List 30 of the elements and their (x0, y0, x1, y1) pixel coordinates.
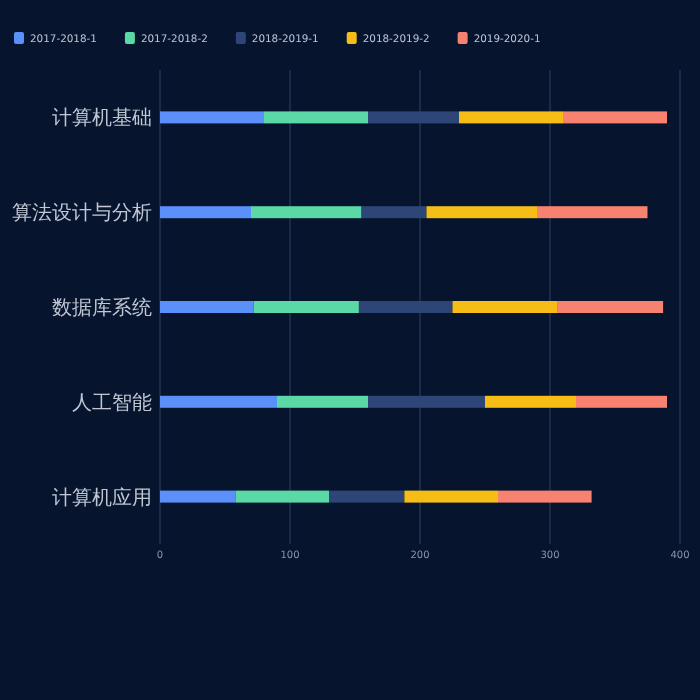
bar (563, 111, 667, 124)
bar (498, 490, 592, 503)
bar (329, 490, 405, 503)
bar (426, 206, 537, 219)
bar (160, 490, 236, 503)
y-tick-label: 人工智能 (72, 390, 152, 415)
bar (404, 490, 498, 503)
bar (576, 395, 667, 408)
y-tick-label: 算法设计与分析 (12, 201, 152, 226)
bar (160, 301, 254, 313)
bar (160, 111, 264, 124)
bar (160, 395, 277, 408)
bar (537, 206, 648, 219)
bar (452, 301, 558, 313)
bar (368, 395, 485, 408)
bar (358, 301, 453, 313)
bar (251, 206, 362, 219)
bar (557, 301, 664, 313)
y-tick-label: 计算机基础 (52, 106, 152, 131)
bar (264, 111, 368, 124)
bar (368, 111, 459, 124)
bar (235, 490, 329, 503)
bar (277, 395, 368, 408)
bar (459, 111, 563, 124)
bar (160, 206, 251, 219)
y-tick-label: 计算机应用 (52, 485, 152, 510)
bar (485, 395, 576, 408)
bar (253, 301, 359, 313)
y-tick-label: 数据库系统 (52, 296, 152, 320)
bar (361, 206, 427, 219)
